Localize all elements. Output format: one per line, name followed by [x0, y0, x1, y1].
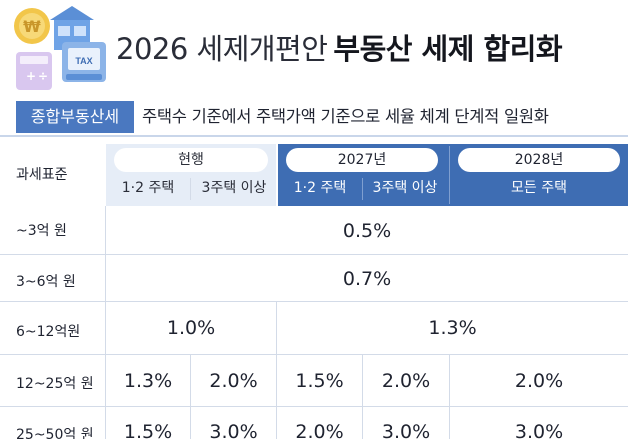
group-2027: 2027년 [286, 148, 438, 172]
grid-line [0, 254, 628, 255]
page-header: TAX ₩ + ÷ 2026 세제개편안 부동산 세제 합리화 [0, 0, 628, 100]
svg-text:₩: ₩ [23, 17, 41, 36]
svg-text:+: + [26, 69, 36, 83]
group-2028: 2028년 [458, 148, 620, 172]
grid-line [276, 301, 277, 439]
row-label: ~3억 원 [16, 223, 67, 239]
rate-cell: 3.0% [209, 421, 258, 439]
corner-label: 과세표준 [16, 167, 68, 183]
header-divider [449, 146, 450, 204]
tax-rate-table: 과세표준 현행 2027년 2028년 1·2 주택 3주택 이상 1·2 주택… [0, 144, 628, 439]
grid-line [190, 354, 191, 439]
col-2028-all: 모든 주택 [511, 180, 567, 196]
rate-cell: 1.0% [166, 317, 216, 339]
topic-bar: 종합부동산세 주택수 기준에서 주택가액 기준으로 세율 체계 단계적 일원화 [0, 101, 628, 137]
col-current-3plus: 3주택 이상 [201, 180, 267, 196]
coin-icon: ₩ [14, 8, 50, 44]
rate-cell: 2.0% [514, 370, 564, 392]
calculator-icon: + ÷ [16, 52, 52, 90]
rate-cell: 1.3% [428, 317, 477, 339]
page-title: 2026 세제개편안 부동산 세제 합리화 [116, 26, 563, 68]
row-label: 6~12억원 [16, 324, 81, 340]
grid-line [0, 406, 628, 407]
rate-cell: 2.0% [381, 370, 431, 392]
grid-line [105, 206, 106, 439]
grid-line [449, 354, 450, 439]
header-divider [362, 178, 363, 200]
rate-cell: 3.0% [514, 421, 564, 439]
rate-cell: 0.7% [342, 268, 392, 290]
topic-description: 주택수 기준에서 주택가액 기준으로 세율 체계 단계적 일원화 [142, 107, 549, 126]
grid-line [0, 354, 628, 355]
col-current-1-2: 1·2 주택 [121, 180, 175, 196]
topic-divider [0, 135, 628, 137]
rate-cell: 3.0% [381, 421, 431, 439]
rate-cell: 1.5% [123, 421, 173, 439]
rate-cell: 0.5% [342, 220, 392, 242]
rate-cell: 2.0% [209, 370, 258, 392]
row-label: 12~25억 원 [16, 376, 94, 392]
col-2027-3plus: 3주택 이상 [372, 180, 438, 196]
row-label: 25~50억 원 [16, 427, 94, 439]
topic-tag: 종합부동산세 [16, 101, 134, 133]
page-title-prefix: 2026 세제개편안 [116, 32, 328, 66]
col-2027-1-2: 1·2 주택 [293, 180, 347, 196]
row-label: 3~6억 원 [16, 274, 76, 290]
group-current: 현행 [114, 148, 268, 172]
grid-line [362, 354, 363, 439]
rate-cell: 1.5% [295, 370, 344, 392]
rate-cell: 1.3% [123, 370, 173, 392]
page-title-main: 부동산 세제 합리화 [333, 32, 563, 66]
header-divider [190, 178, 191, 200]
grid-line [0, 301, 628, 302]
svg-text:TAX: TAX [75, 56, 92, 66]
rate-cell: 2.0% [295, 421, 344, 439]
svg-text:÷: ÷ [38, 69, 48, 83]
tax-document-icon [62, 42, 106, 82]
tax-illustration: TAX ₩ + ÷ [14, 6, 106, 90]
